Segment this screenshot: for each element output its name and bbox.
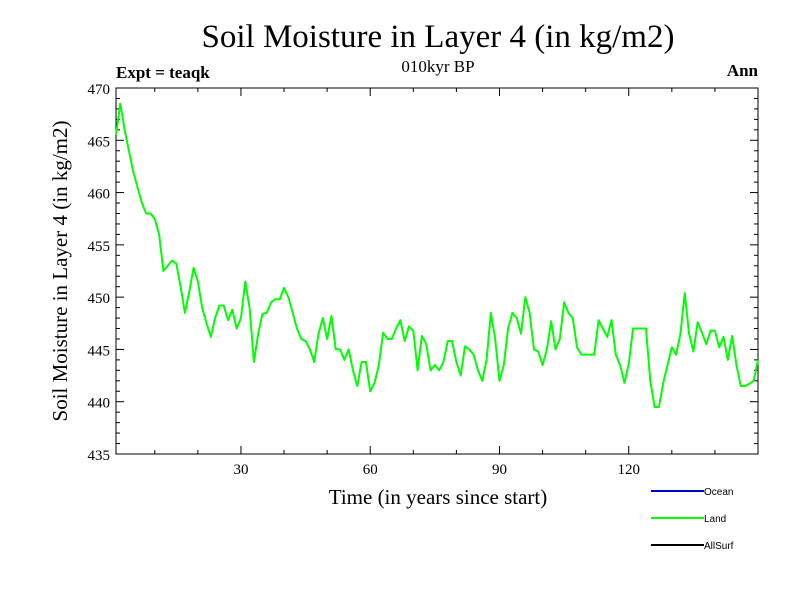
- x-tick-label: 90: [492, 462, 507, 478]
- y-tick-label: 455: [88, 239, 111, 255]
- series-layer: [115, 102, 759, 408]
- legend-label-land: Land: [704, 514, 726, 525]
- chart-subtitle: 010kyr BP: [401, 57, 474, 76]
- y-axis-label: Soil Moisture in Layer 4 (in kg/m2): [48, 121, 72, 422]
- experiment-label: Expt = teaqk: [116, 63, 210, 82]
- x-tick-label: 60: [363, 462, 378, 478]
- chart-title: Soil Moisture in Layer 4 (in kg/m2): [202, 19, 675, 55]
- y-axis: 435 440 445 450 455 460 465 470: [88, 82, 758, 464]
- x-tick-label: 120: [617, 462, 640, 478]
- x-axis: 30 60 90 120: [154, 88, 716, 478]
- y-tick-label: 470: [88, 82, 111, 98]
- y-tick-label: 465: [88, 134, 111, 150]
- plot-frame: [115, 87, 759, 455]
- y-tick-label: 440: [88, 396, 111, 412]
- series-line-land: [115, 102, 759, 408]
- y-tick-label: 460: [88, 187, 111, 203]
- legend-label-allsurf: AllSurf: [704, 541, 734, 552]
- y-tick-label: 450: [88, 291, 111, 307]
- y-tick-label: 445: [88, 343, 111, 359]
- legend: Ocean Land AllSurf: [651, 487, 734, 552]
- y-tick-label: 435: [88, 448, 111, 464]
- x-tick-label: 30: [233, 462, 248, 478]
- legend-label-ocean: Ocean: [704, 487, 733, 498]
- x-axis-label: Time (in years since start): [329, 485, 548, 509]
- season-label: Ann: [727, 61, 759, 80]
